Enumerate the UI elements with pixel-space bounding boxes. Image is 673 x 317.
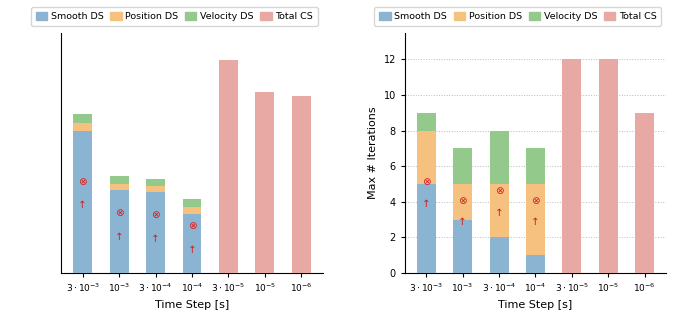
Bar xyxy=(563,113,581,184)
Bar xyxy=(526,184,545,255)
Bar xyxy=(526,148,545,184)
Bar xyxy=(255,205,275,213)
Bar xyxy=(219,212,238,218)
Text: ⊗: ⊗ xyxy=(115,208,124,218)
Bar xyxy=(489,184,509,237)
Bar xyxy=(219,218,238,273)
Bar xyxy=(292,218,311,220)
Bar xyxy=(182,199,201,207)
Bar xyxy=(219,203,238,212)
X-axis label: Time Step [s]: Time Step [s] xyxy=(155,300,229,310)
Bar xyxy=(73,123,92,131)
Legend: Smooth DS, Position DS, Velocity DS, Total CS: Smooth DS, Position DS, Velocity DS, Tot… xyxy=(31,7,318,26)
Bar xyxy=(635,237,654,255)
Bar xyxy=(563,59,581,273)
Text: ⊗: ⊗ xyxy=(531,196,540,206)
Text: ↑: ↑ xyxy=(422,199,431,209)
Text: ↑: ↑ xyxy=(151,234,160,244)
Text: ↑: ↑ xyxy=(115,232,124,242)
Bar xyxy=(255,92,275,273)
Bar xyxy=(599,202,618,255)
Bar xyxy=(417,113,435,131)
Bar xyxy=(182,207,201,214)
Bar xyxy=(219,60,238,273)
Bar xyxy=(255,218,275,273)
Text: ⊗: ⊗ xyxy=(151,210,160,220)
Legend: Smooth DS, Position DS, Velocity DS, Total CS: Smooth DS, Position DS, Velocity DS, Tot… xyxy=(374,7,662,26)
Bar xyxy=(110,176,129,184)
Text: ⊗: ⊗ xyxy=(188,221,197,231)
Text: ↑: ↑ xyxy=(458,217,467,227)
Text: ↑: ↑ xyxy=(78,200,87,210)
Bar xyxy=(73,131,92,273)
Bar xyxy=(635,255,654,273)
Bar xyxy=(146,192,165,273)
Bar xyxy=(182,214,201,273)
Text: ↑: ↑ xyxy=(495,208,503,218)
Bar xyxy=(255,213,275,218)
Bar xyxy=(635,184,654,237)
Text: ⊗: ⊗ xyxy=(495,186,503,196)
Y-axis label: Max # Iterations: Max # Iterations xyxy=(368,107,378,199)
Bar xyxy=(453,148,472,184)
Bar xyxy=(599,131,618,202)
Bar xyxy=(453,220,472,273)
Text: ⊗: ⊗ xyxy=(422,177,431,187)
Bar xyxy=(73,114,92,123)
Text: ↑: ↑ xyxy=(531,217,540,227)
Text: ⊗: ⊗ xyxy=(78,177,87,187)
Bar xyxy=(110,184,129,190)
Bar xyxy=(110,190,129,273)
Bar xyxy=(292,220,311,273)
Bar xyxy=(146,178,165,186)
Bar xyxy=(489,131,509,184)
Bar xyxy=(599,59,618,273)
Bar xyxy=(635,113,654,273)
Bar xyxy=(146,186,165,192)
Bar xyxy=(292,210,311,218)
Text: ↑: ↑ xyxy=(188,244,197,255)
Bar xyxy=(563,255,581,273)
Bar xyxy=(292,96,311,273)
Bar xyxy=(563,184,581,255)
X-axis label: Time Step [s]: Time Step [s] xyxy=(498,300,573,310)
Bar xyxy=(489,237,509,273)
Bar xyxy=(599,255,618,273)
Bar xyxy=(417,184,435,273)
Bar xyxy=(417,131,435,184)
Bar xyxy=(453,184,472,220)
Text: ⊗: ⊗ xyxy=(458,196,467,206)
Bar xyxy=(526,255,545,273)
